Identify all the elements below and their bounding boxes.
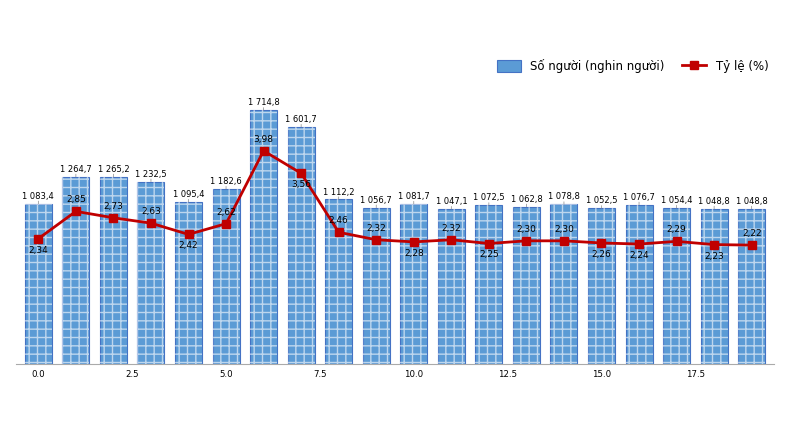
Text: 2,46: 2,46	[329, 216, 348, 225]
Bar	[175, 202, 202, 364]
Text: 2,26: 2,26	[592, 250, 611, 259]
Text: 1 072,5: 1 072,5	[473, 194, 505, 202]
Text: 1 048,8: 1 048,8	[735, 197, 768, 206]
Bar	[250, 110, 277, 364]
Bar	[24, 204, 52, 364]
Bar	[663, 208, 690, 364]
Bar	[250, 110, 277, 364]
Bar	[288, 127, 314, 364]
Text: 2,34: 2,34	[28, 246, 48, 255]
Text: 1 095,4: 1 095,4	[173, 190, 205, 199]
Text: 2,42: 2,42	[179, 242, 198, 250]
Bar	[62, 177, 89, 364]
Text: 2,23: 2,23	[704, 252, 724, 261]
Text: 1 078,8: 1 078,8	[548, 192, 580, 202]
Bar	[513, 207, 540, 364]
Bar	[137, 182, 164, 364]
Text: 2,85: 2,85	[66, 195, 86, 204]
Bar	[100, 177, 127, 364]
Text: 2,25: 2,25	[479, 250, 498, 259]
Bar	[738, 209, 766, 364]
Text: 2,30: 2,30	[554, 225, 574, 234]
Text: 1 052,5: 1 052,5	[585, 196, 617, 205]
Text: 2,73: 2,73	[103, 202, 123, 211]
Text: 1 047,1: 1 047,1	[435, 197, 467, 206]
Text: 2,22: 2,22	[742, 229, 762, 238]
Text: 2,24: 2,24	[629, 251, 649, 260]
Legend: Số người (nghin người), Tỷ lệ (%): Số người (nghin người), Tỷ lệ (%)	[498, 59, 769, 73]
Bar	[476, 205, 502, 364]
Text: 1 048,8: 1 048,8	[698, 197, 730, 206]
Text: 2,29: 2,29	[667, 226, 687, 234]
Text: 1 264,7: 1 264,7	[60, 165, 92, 174]
Bar	[401, 204, 427, 364]
Bar	[438, 209, 465, 364]
Bar	[551, 204, 577, 364]
Text: 2,30: 2,30	[517, 225, 536, 234]
Text: 1 076,7: 1 076,7	[623, 193, 655, 202]
Bar	[24, 204, 52, 364]
Bar	[513, 207, 540, 364]
Bar	[213, 189, 239, 364]
Text: 2,32: 2,32	[367, 224, 386, 233]
Bar	[175, 202, 202, 364]
Text: 1 182,6: 1 182,6	[210, 177, 242, 186]
Bar	[363, 208, 389, 364]
Bar	[476, 205, 502, 364]
Bar	[588, 208, 615, 364]
Bar	[588, 208, 615, 364]
Text: 1 232,5: 1 232,5	[135, 170, 167, 179]
Bar	[401, 204, 427, 364]
Text: 3,98: 3,98	[254, 135, 273, 144]
Text: 1 083,4: 1 083,4	[22, 192, 55, 201]
Bar	[701, 209, 728, 364]
Bar	[325, 199, 352, 364]
Text: 2,32: 2,32	[442, 224, 461, 233]
Bar	[438, 209, 465, 364]
Bar	[100, 177, 127, 364]
Text: 2,63: 2,63	[141, 207, 161, 216]
Text: 1 714,8: 1 714,8	[248, 98, 280, 107]
Bar	[626, 205, 653, 364]
Text: 1 265,2: 1 265,2	[98, 165, 130, 174]
Text: 2,28: 2,28	[404, 249, 423, 258]
Bar	[213, 189, 239, 364]
Text: 1 062,8: 1 062,8	[510, 195, 542, 204]
Bar	[551, 204, 577, 364]
Bar	[701, 209, 728, 364]
Text: 1 054,4: 1 054,4	[660, 196, 692, 205]
Bar	[325, 199, 352, 364]
Text: 1 081,7: 1 081,7	[398, 192, 430, 201]
Bar	[663, 208, 690, 364]
Bar	[626, 205, 653, 364]
Text: 1 112,2: 1 112,2	[323, 187, 355, 197]
Bar	[62, 177, 89, 364]
Text: 1 601,7: 1 601,7	[285, 115, 317, 124]
Bar	[137, 182, 164, 364]
Text: 1 056,7: 1 056,7	[360, 196, 392, 205]
Bar	[288, 127, 314, 364]
Bar	[363, 208, 389, 364]
Text: 3,56: 3,56	[292, 180, 311, 189]
Bar	[738, 209, 766, 364]
Text: 2,62: 2,62	[216, 208, 236, 217]
